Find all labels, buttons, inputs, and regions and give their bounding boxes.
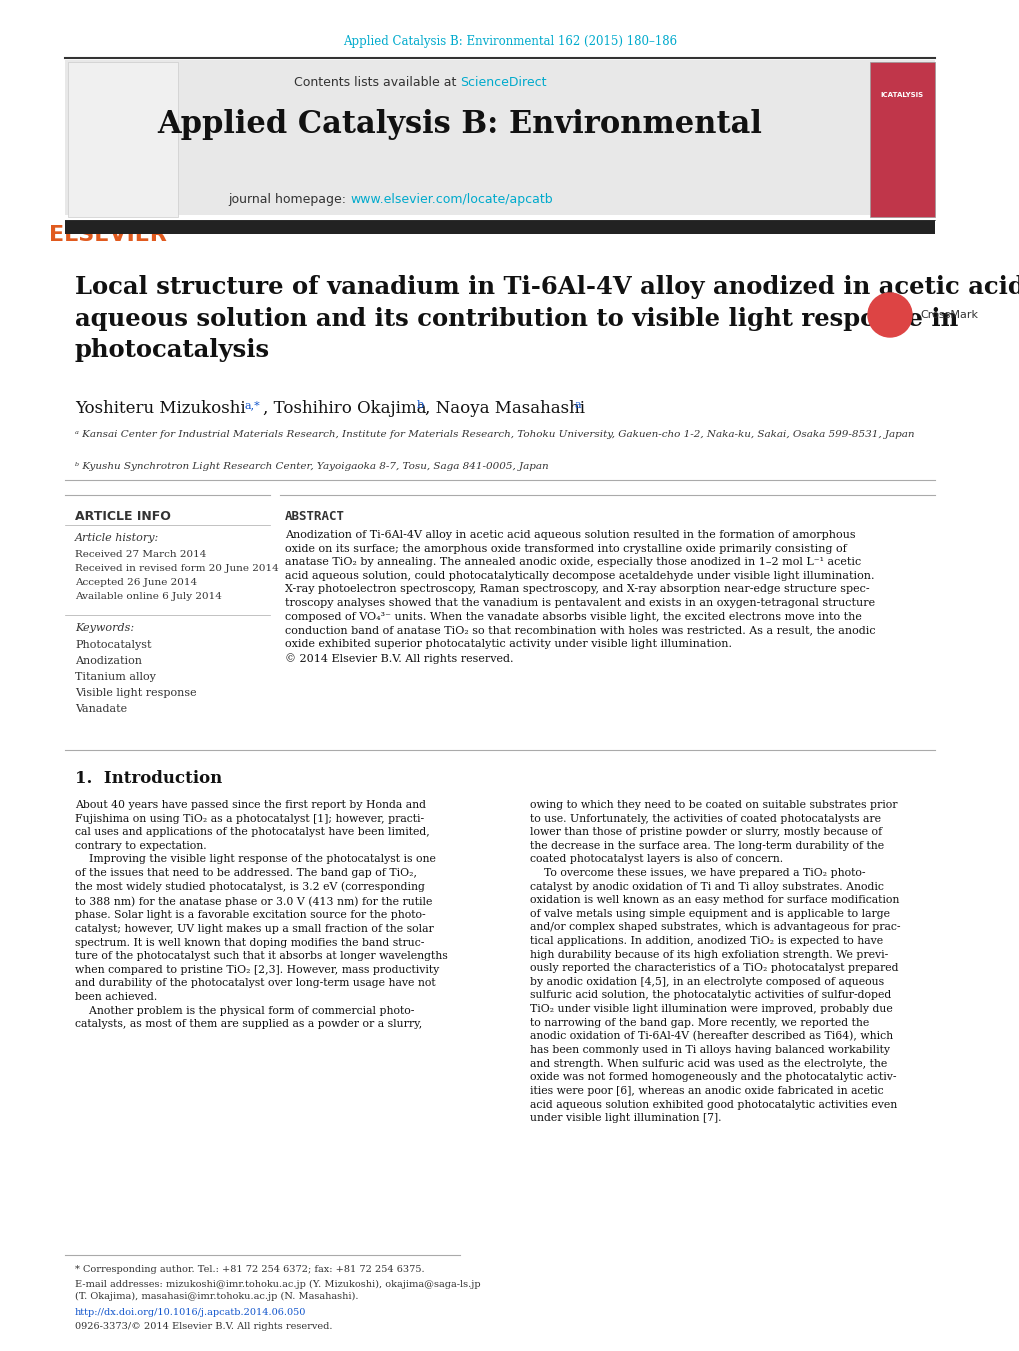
Text: * Corresponding author. Tel.: +81 72 254 6372; fax: +81 72 254 6375.: * Corresponding author. Tel.: +81 72 254… — [75, 1265, 424, 1274]
Circle shape — [867, 293, 911, 336]
FancyBboxPatch shape — [869, 62, 934, 218]
Text: Accepted 26 June 2014: Accepted 26 June 2014 — [75, 578, 197, 586]
Text: Applied Catalysis B: Environmental 162 (2015) 180–186: Applied Catalysis B: Environmental 162 (… — [342, 35, 677, 49]
Text: Yoshiteru Mizukoshi: Yoshiteru Mizukoshi — [75, 400, 246, 417]
Text: Received in revised form 20 June 2014: Received in revised form 20 June 2014 — [75, 563, 278, 573]
Text: Applied Catalysis B: Environmental: Applied Catalysis B: Environmental — [157, 109, 761, 141]
FancyBboxPatch shape — [65, 59, 934, 215]
Text: Article history:: Article history: — [75, 534, 159, 543]
Text: Keywords:: Keywords: — [75, 623, 133, 634]
Text: www.elsevier.com/locate/apcatb: www.elsevier.com/locate/apcatb — [350, 193, 552, 207]
Text: ScienceDirect: ScienceDirect — [460, 76, 546, 89]
Text: Received 27 March 2014: Received 27 March 2014 — [75, 550, 206, 559]
Text: CrossMark: CrossMark — [919, 309, 977, 320]
Text: , Naoya Masahashi: , Naoya Masahashi — [425, 400, 585, 417]
Text: b: b — [417, 400, 424, 409]
Text: journal homepage:: journal homepage: — [228, 193, 350, 207]
FancyBboxPatch shape — [68, 62, 178, 218]
Text: 0926-3373/© 2014 Elsevier B.V. All rights reserved.: 0926-3373/© 2014 Elsevier B.V. All right… — [75, 1323, 332, 1331]
FancyBboxPatch shape — [65, 220, 934, 234]
Text: E-mail addresses: mizukoshi@imr.tohoku.ac.jp (Y. Mizukoshi), okajima@saga-ls.jp
: E-mail addresses: mizukoshi@imr.tohoku.a… — [75, 1279, 480, 1301]
Text: ᵇ Kyushu Synchrotron Light Research Center, Yayoigaoka 8-7, Tosu, Saga 841-0005,: ᵇ Kyushu Synchrotron Light Research Cent… — [75, 462, 548, 471]
Text: a,*: a,* — [245, 400, 261, 409]
Text: ELSEVIER: ELSEVIER — [49, 226, 167, 245]
Text: Anodization of Ti-6Al-4V alloy in acetic acid aqueous solution resulted in the f: Anodization of Ti-6Al-4V alloy in acetic… — [284, 530, 874, 663]
Text: About 40 years have passed since the first report by Honda and
Fujishima on usin: About 40 years have passed since the fir… — [75, 800, 447, 1029]
Text: Local structure of vanadium in Ti-6Al-4V alloy anodized in acetic acid
aqueous s: Local structure of vanadium in Ti-6Al-4V… — [75, 276, 1019, 362]
Text: http://dx.doi.org/10.1016/j.apcatb.2014.06.050: http://dx.doi.org/10.1016/j.apcatb.2014.… — [75, 1308, 306, 1317]
Text: Anodization: Anodization — [75, 657, 142, 666]
Text: ✕: ✕ — [881, 305, 898, 324]
Text: Available online 6 July 2014: Available online 6 July 2014 — [75, 592, 222, 601]
Text: ᵃ Kansai Center for Industrial Materials Research, Institute for Materials Resea: ᵃ Kansai Center for Industrial Materials… — [75, 430, 914, 439]
Text: a: a — [575, 400, 581, 409]
Text: Titanium alloy: Titanium alloy — [75, 671, 156, 682]
Text: , Toshihiro Okajima: , Toshihiro Okajima — [263, 400, 426, 417]
Text: ARTICLE INFO: ARTICLE INFO — [75, 509, 171, 523]
Text: ABSTRACT: ABSTRACT — [284, 509, 344, 523]
Text: owing to which they need to be coated on suitable substrates prior
to use. Unfor: owing to which they need to be coated on… — [530, 800, 900, 1123]
Text: Photocatalyst: Photocatalyst — [75, 640, 152, 650]
Text: ICATALYSIS: ICATALYSIS — [879, 92, 922, 99]
Text: Vanadate: Vanadate — [75, 704, 127, 713]
Text: 1.  Introduction: 1. Introduction — [75, 770, 222, 788]
Text: Contents lists available at: Contents lists available at — [293, 76, 460, 89]
Text: Visible light response: Visible light response — [75, 688, 197, 698]
